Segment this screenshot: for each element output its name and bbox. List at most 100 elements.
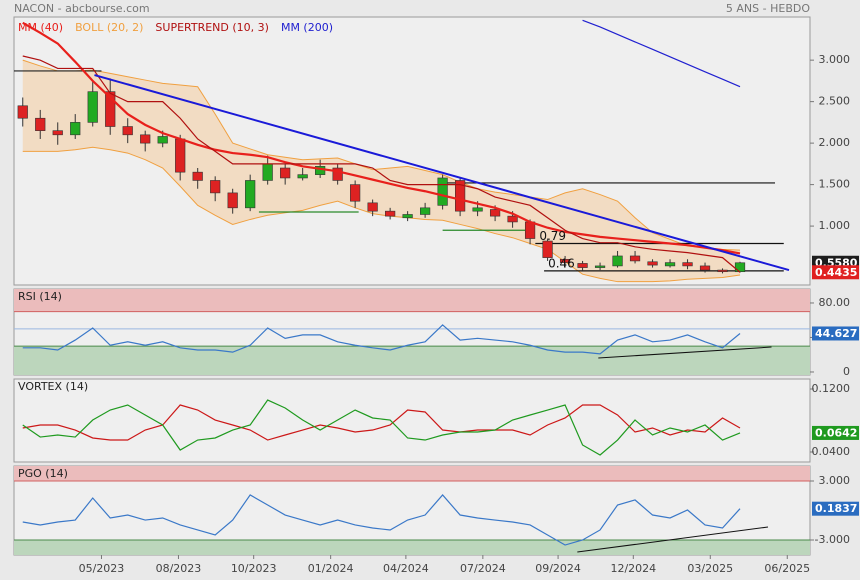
y-tick-label: 80.00 <box>819 296 851 309</box>
candle-body <box>577 263 588 268</box>
level-label: 0.79 <box>539 229 566 243</box>
legend-entry: MM (200) <box>281 21 333 34</box>
series-line <box>22 399 741 456</box>
candle-body <box>227 192 238 209</box>
legend-entry: SUPERTREND (10, 3) <box>155 21 269 34</box>
series-line <box>22 324 741 355</box>
trendline <box>94 74 790 272</box>
candle-body <box>612 255 623 267</box>
overbought-zone <box>14 289 810 312</box>
x-tick-label: 06/2025 <box>764 562 810 575</box>
candle-body <box>489 209 501 217</box>
candle-body <box>682 262 693 267</box>
candle-body <box>402 214 413 219</box>
candle-body <box>157 136 168 144</box>
panel-title: PGO (14) <box>18 467 68 480</box>
candle-body <box>105 91 116 127</box>
bollinger-band <box>22 60 741 282</box>
header-left: NACON - abcbourse.com <box>14 2 150 15</box>
oversold-zone <box>14 346 810 375</box>
level-label: 0.46 <box>548 256 575 270</box>
candle-body <box>594 265 606 268</box>
value-badge-label: 0.4435 <box>815 266 857 279</box>
candle-body <box>17 105 28 119</box>
candle-body <box>175 138 186 173</box>
series-line <box>22 21 741 255</box>
overbought-zone <box>14 466 810 481</box>
candle-body <box>507 215 518 223</box>
y-tick-label: 0.1200 <box>812 382 851 395</box>
x-tick-label: 09/2024 <box>535 562 581 575</box>
panel <box>13 378 811 463</box>
candle-body <box>297 174 308 179</box>
y-tick-label: -3.000 <box>815 533 850 546</box>
candle-body <box>245 180 256 209</box>
series-line <box>22 55 741 273</box>
y-tick-label: 2.500 <box>819 95 851 108</box>
candle-body <box>70 122 81 136</box>
plot-area <box>14 466 810 555</box>
x-tick-label: 07/2024 <box>460 562 506 575</box>
candle-body <box>367 202 378 212</box>
candle-body <box>140 134 151 144</box>
legend-entry: BOLL (20, 2) <box>75 21 143 34</box>
panel-title: RSI (14) <box>18 290 62 303</box>
value-badge <box>812 265 859 280</box>
candle-body <box>420 207 431 215</box>
candle-body <box>280 167 291 179</box>
candle-body <box>559 258 571 263</box>
value-badge <box>812 425 859 440</box>
candle-body <box>664 262 676 267</box>
candle-body <box>210 180 221 194</box>
candle-body <box>734 262 746 273</box>
series-line <box>22 494 741 546</box>
value-badge-label: 0.0642 <box>815 426 857 439</box>
trendline <box>577 526 769 553</box>
candle-body <box>454 180 466 212</box>
plot-area <box>14 19 784 283</box>
x-tick-label: 05/2023 <box>79 562 125 575</box>
candle-body <box>87 91 98 123</box>
y-tick-label: 0 <box>843 365 850 378</box>
y-tick-label: 3.000 <box>819 53 851 66</box>
x-tick-label: 08/2023 <box>156 562 202 575</box>
y-tick-label: 3.000 <box>819 474 851 487</box>
candle-body <box>542 240 553 258</box>
bollinger-upper <box>22 59 741 251</box>
x-tick-label: 01/2024 <box>308 562 354 575</box>
y-tick-label: 0.0400 <box>812 445 851 458</box>
trendline <box>598 346 772 359</box>
plot-area <box>22 399 741 456</box>
bollinger-lower <box>22 146 741 283</box>
candle-body <box>437 177 448 206</box>
candle-body <box>262 163 273 181</box>
candle-body <box>629 255 641 262</box>
candle-body <box>385 210 396 217</box>
plot-area <box>14 289 810 375</box>
legend-entry: MM (40) <box>18 21 63 34</box>
candle-body <box>35 117 46 131</box>
x-tick-label: 10/2023 <box>231 562 277 575</box>
candle-body <box>647 261 658 266</box>
series-line <box>582 19 741 88</box>
candle-body <box>524 221 536 239</box>
y-tick-label: 1.500 <box>819 178 851 191</box>
y-tick-label: 1.000 <box>819 219 851 232</box>
candle-body <box>52 130 63 136</box>
candle-body <box>699 265 711 271</box>
candle-body <box>332 167 343 181</box>
value-badge <box>812 326 859 341</box>
panel-title: VORTEX (14) <box>18 380 88 393</box>
candle-body <box>192 171 203 181</box>
candle-body <box>350 184 361 202</box>
candle-body <box>122 126 133 136</box>
candle-body <box>472 207 483 212</box>
x-tick-label: 12/2024 <box>610 562 656 575</box>
value-badge-label: 0.1837 <box>815 502 857 515</box>
x-tick-label: 04/2024 <box>383 562 429 575</box>
candle-body <box>717 269 728 273</box>
header-right: 5 ANS - HEBDO <box>726 2 810 15</box>
value-badge <box>812 501 859 516</box>
x-tick-label: 03/2025 <box>687 562 733 575</box>
